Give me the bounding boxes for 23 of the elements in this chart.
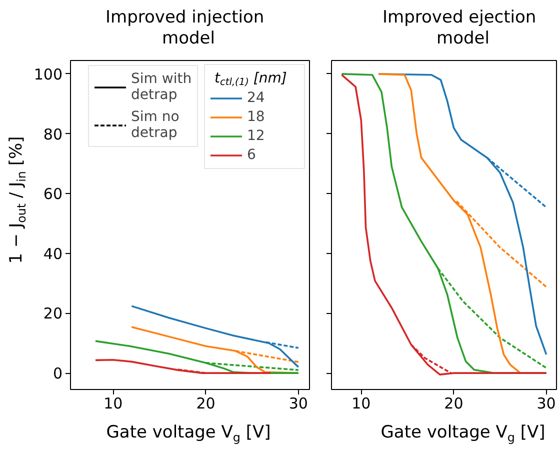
line-series bbox=[130, 305, 300, 368]
y-tick-label: 60 bbox=[43, 185, 63, 204]
x-tick-label: 10 bbox=[352, 394, 371, 412]
legend-label: 12 bbox=[247, 128, 266, 144]
chart-title: Improved ejection model bbox=[382, 8, 536, 48]
x-tick-label: 10 bbox=[104, 394, 123, 412]
y-tick-label: 20 bbox=[43, 304, 63, 323]
chart-title: Improved injection model bbox=[106, 8, 264, 48]
legend-label: 18 bbox=[247, 109, 266, 125]
x-tick-label: 20 bbox=[196, 394, 216, 412]
annotation: Sim with detrap bbox=[131, 71, 192, 103]
x-tick-label: 20 bbox=[444, 394, 464, 412]
annotation: Sim no detrap bbox=[131, 109, 180, 141]
legend-label: 24 bbox=[247, 90, 266, 106]
y-tick-label: 0 bbox=[52, 364, 63, 383]
x-tick-label: 30 bbox=[288, 394, 308, 412]
y-axis-title: 1 − Jout / Jin [%] bbox=[6, 136, 28, 264]
x-tick-label: 30 bbox=[536, 394, 556, 412]
y-tick-label: 100 bbox=[34, 65, 63, 84]
line-series bbox=[94, 358, 272, 374]
legend-label: 6 bbox=[247, 147, 257, 163]
y-tick-label: 80 bbox=[43, 125, 63, 144]
y-tick-label: 40 bbox=[43, 244, 63, 263]
